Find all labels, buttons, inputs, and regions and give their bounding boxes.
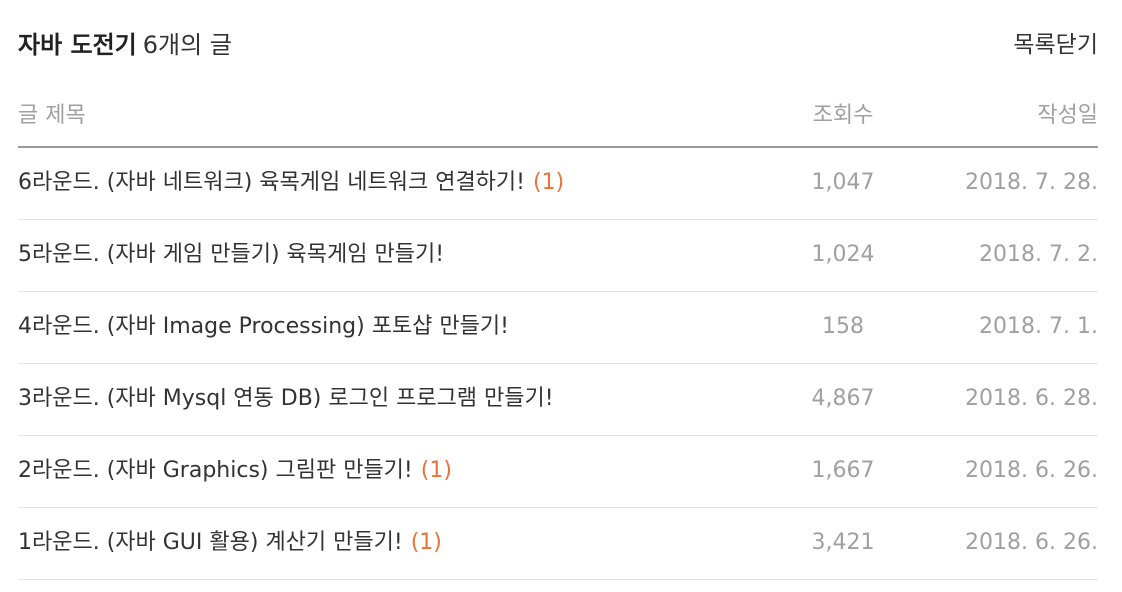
post-title-link[interactable]: 4라운드. (자바 Image Processing) 포토샵 만들기! xyxy=(18,311,509,343)
post-title-text: 3라운드. (자바 Mysql 연동 DB) 로그인 프로그램 만들기! xyxy=(18,386,554,411)
view-count: 158 xyxy=(822,314,864,339)
post-date: 2018. 7. 1. xyxy=(979,314,1098,339)
post-title-link[interactable]: 6라운드. (자바 네트워크) 육목게임 네트워크 연결하기! (1) xyxy=(18,167,564,199)
view-count: 3,421 xyxy=(811,530,875,555)
post-title-link[interactable]: 1라운드. (자바 GUI 활용) 계산기 만들기! (1) xyxy=(18,527,442,559)
view-count: 1,047 xyxy=(811,170,875,195)
comment-count: (1) xyxy=(420,458,452,483)
column-header-title: 글 제목 xyxy=(18,103,86,128)
comment-count: (1) xyxy=(410,530,442,555)
table-row[interactable]: 4라운드. (자바 Image Processing) 포토샵 만들기! 158… xyxy=(18,292,1098,364)
table-row[interactable]: 6라운드. (자바 네트워크) 육목게임 네트워크 연결하기! (1) 1,047… xyxy=(18,148,1098,220)
close-list-button[interactable]: 목록닫기 xyxy=(1013,32,1098,58)
post-date: 2018. 6. 26. xyxy=(965,458,1098,483)
view-count: 1,667 xyxy=(811,458,875,483)
post-title-text: 4라운드. (자바 Image Processing) 포토샵 만들기! xyxy=(18,314,509,339)
post-title-text: 1라운드. (자바 GUI 활용) 계산기 만들기! xyxy=(18,530,403,555)
table-row[interactable]: 2라운드. (자바 Graphics) 그림판 만들기! (1) 1,667 20… xyxy=(18,436,1098,508)
list-title: 자바 도전기 6개의 글 xyxy=(18,28,232,62)
category-post-list: 자바 도전기 6개의 글 목록닫기 글 제목 조회수 작성일 6라운드. (자바 … xyxy=(18,0,1098,580)
post-date: 2018. 7. 28. xyxy=(965,170,1098,195)
list-header: 자바 도전기 6개의 글 목록닫기 xyxy=(18,0,1098,90)
table-row[interactable]: 1라운드. (자바 GUI 활용) 계산기 만들기! (1) 3,421 2018… xyxy=(18,508,1098,580)
table-header: 글 제목 조회수 작성일 xyxy=(18,90,1098,148)
table-row[interactable]: 5라운드. (자바 게임 만들기) 육목게임 만들기! 1,024 2018. … xyxy=(18,220,1098,292)
post-date: 2018. 7. 2. xyxy=(979,242,1098,267)
comment-count: (1) xyxy=(532,170,565,195)
post-date: 2018. 6. 28. xyxy=(965,386,1098,411)
column-header-date: 작성일 xyxy=(1037,103,1098,128)
post-title-link[interactable]: 3라운드. (자바 Mysql 연동 DB) 로그인 프로그램 만들기! xyxy=(18,383,554,415)
post-title-link[interactable]: 2라운드. (자바 Graphics) 그림판 만들기! (1) xyxy=(18,455,452,487)
column-header-views: 조회수 xyxy=(812,103,874,128)
table-row[interactable]: 3라운드. (자바 Mysql 연동 DB) 로그인 프로그램 만들기! 4,8… xyxy=(18,364,1098,436)
view-count: 1,024 xyxy=(811,242,875,267)
post-title-text: 6라운드. (자바 네트워크) 육목게임 네트워크 연결하기! xyxy=(18,170,525,195)
post-title-text: 5라운드. (자바 게임 만들기) 육목게임 만들기! xyxy=(18,242,445,267)
post-title-text: 2라운드. (자바 Graphics) 그림판 만들기! xyxy=(18,458,413,483)
post-title-link[interactable]: 5라운드. (자바 게임 만들기) 육목게임 만들기! xyxy=(18,239,444,271)
post-count: 6개의 글 xyxy=(142,31,232,59)
view-count: 4,867 xyxy=(811,386,875,411)
category-name: 자바 도전기 xyxy=(18,31,137,59)
post-date: 2018. 6. 26. xyxy=(965,530,1098,555)
